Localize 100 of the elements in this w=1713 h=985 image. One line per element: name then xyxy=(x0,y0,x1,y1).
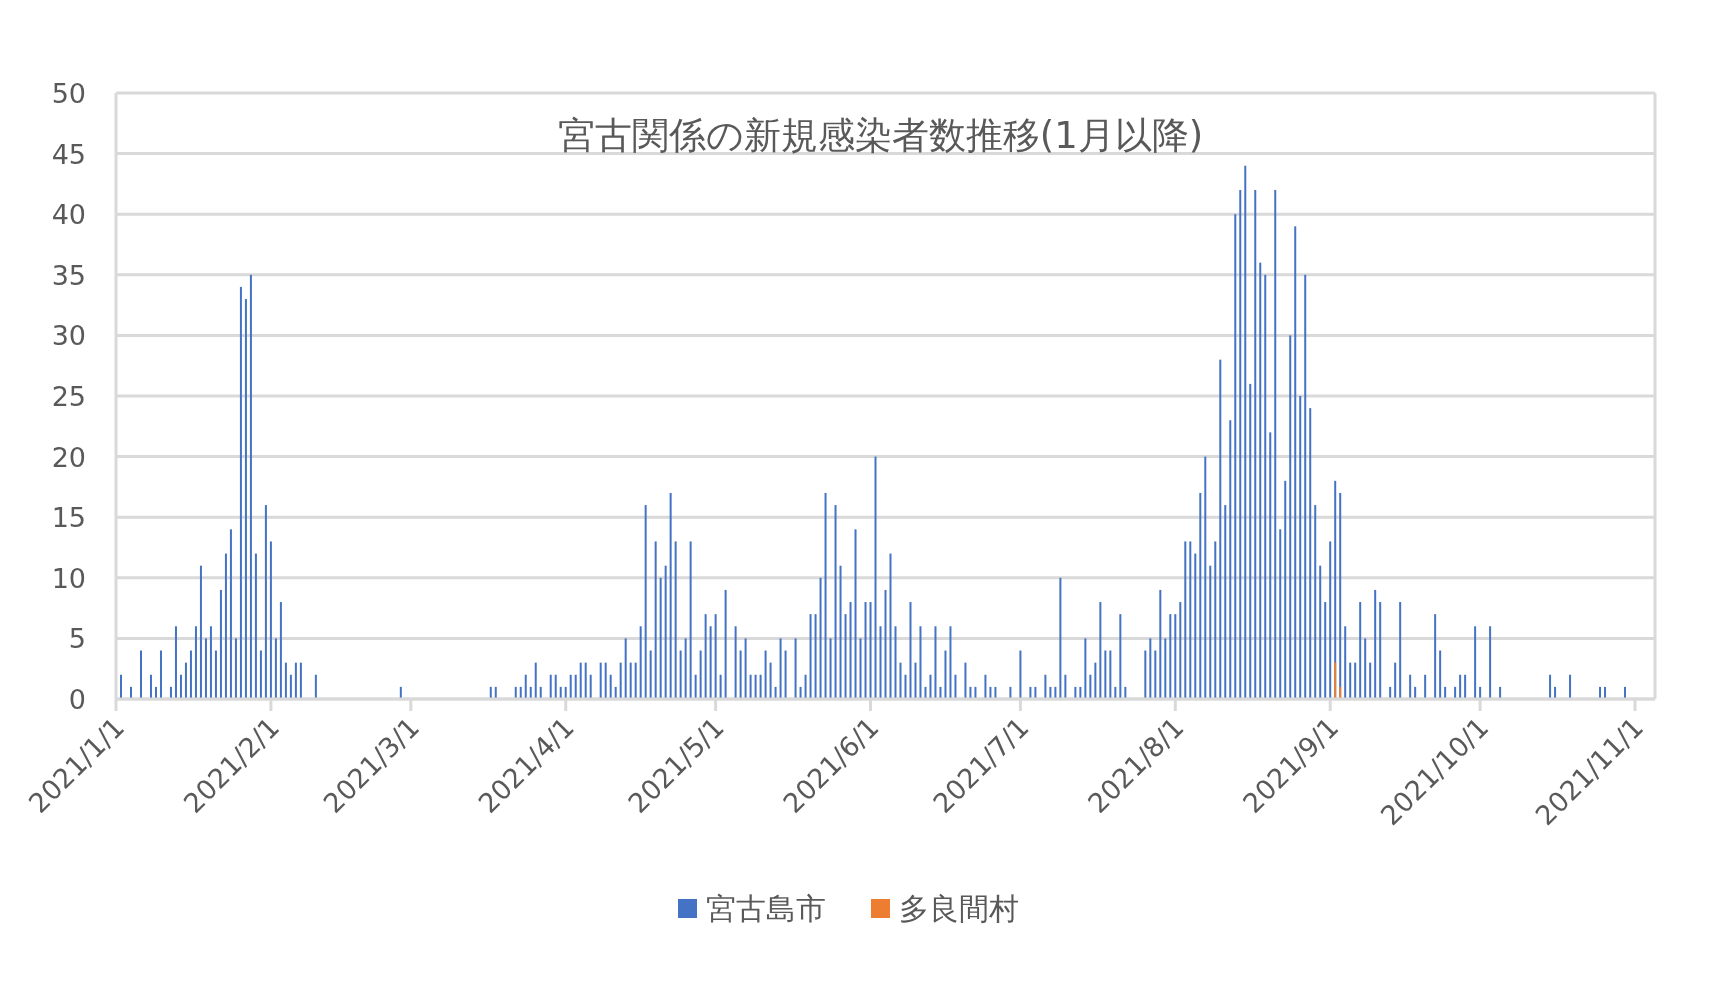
bar xyxy=(724,589,727,699)
bar xyxy=(184,662,187,699)
bar xyxy=(934,626,937,699)
bar xyxy=(1399,602,1402,699)
bar xyxy=(1624,686,1627,699)
bar xyxy=(849,602,852,699)
y-tick-label: 40 xyxy=(51,199,86,231)
bar xyxy=(1149,638,1152,699)
bar xyxy=(1234,214,1237,699)
bar xyxy=(944,650,947,699)
bar xyxy=(279,602,282,699)
bar xyxy=(874,456,877,699)
bar xyxy=(749,674,752,699)
bar xyxy=(1424,674,1427,699)
bar xyxy=(159,650,162,699)
bar xyxy=(1019,650,1022,699)
bar xyxy=(549,674,552,699)
bar xyxy=(1604,686,1607,699)
bar xyxy=(1389,686,1392,699)
bar xyxy=(1224,505,1227,699)
bar xyxy=(1464,674,1467,699)
bar xyxy=(854,529,857,699)
bar xyxy=(774,686,777,699)
y-tick-label: 0 xyxy=(68,684,86,715)
bar xyxy=(214,650,217,699)
bar xyxy=(1264,274,1267,699)
bar xyxy=(1479,686,1482,699)
bar xyxy=(1374,589,1377,699)
bar xyxy=(1489,626,1492,699)
bar xyxy=(1334,662,1337,699)
bar xyxy=(994,686,997,699)
bar xyxy=(1329,541,1332,699)
bar xyxy=(1064,674,1067,699)
bar xyxy=(954,674,957,699)
bar xyxy=(1189,541,1192,699)
bar xyxy=(794,638,797,699)
y-tick-label: 45 xyxy=(51,138,86,170)
bar xyxy=(1284,480,1287,699)
y-tick-label: 20 xyxy=(51,441,86,473)
bar xyxy=(1569,674,1572,699)
bar xyxy=(1454,686,1457,699)
bar xyxy=(1164,638,1167,699)
bar xyxy=(1074,686,1077,699)
bar xyxy=(829,638,832,699)
bar xyxy=(1154,650,1157,699)
bar xyxy=(274,638,277,699)
bar xyxy=(1249,383,1252,699)
bar xyxy=(764,650,767,699)
bar xyxy=(1269,432,1272,699)
bar xyxy=(1239,189,1242,699)
bar xyxy=(1474,626,1477,699)
bar xyxy=(209,626,212,699)
bar xyxy=(294,662,297,699)
bar xyxy=(589,674,592,699)
bar xyxy=(174,626,177,699)
bar xyxy=(1219,359,1222,699)
bar xyxy=(674,541,677,699)
y-tick-label: 25 xyxy=(51,381,86,412)
bar xyxy=(609,674,612,699)
bar xyxy=(1114,686,1117,699)
bar xyxy=(199,565,202,699)
bar xyxy=(809,614,812,699)
bar xyxy=(239,286,242,699)
bar xyxy=(884,589,887,699)
bar xyxy=(879,626,882,699)
bar xyxy=(574,674,577,699)
bar xyxy=(1229,420,1232,699)
bar xyxy=(804,674,807,699)
bar xyxy=(1289,335,1292,699)
bar xyxy=(709,626,712,699)
bar xyxy=(619,662,622,699)
bar xyxy=(1099,602,1102,699)
bar xyxy=(604,662,607,699)
bar xyxy=(1314,505,1317,699)
bar xyxy=(614,686,617,699)
bar xyxy=(914,662,917,699)
bar xyxy=(664,565,667,699)
bar xyxy=(784,650,787,699)
bar xyxy=(689,541,692,699)
bar xyxy=(909,602,912,699)
bar xyxy=(1184,541,1187,699)
bar xyxy=(1439,650,1442,699)
bar xyxy=(894,626,897,699)
bar xyxy=(649,650,652,699)
bar xyxy=(744,638,747,699)
bar xyxy=(1199,492,1202,699)
bar xyxy=(1549,674,1552,699)
bar xyxy=(929,674,932,699)
bar xyxy=(1434,614,1437,699)
bar xyxy=(984,674,987,699)
bar xyxy=(699,650,702,699)
bar xyxy=(1344,626,1347,699)
bar xyxy=(299,662,302,699)
bar xyxy=(754,674,757,699)
bar xyxy=(969,686,972,699)
bar xyxy=(1369,662,1372,699)
bar xyxy=(149,674,152,699)
bar xyxy=(704,614,707,699)
bar xyxy=(154,686,157,699)
bar xyxy=(1204,456,1207,699)
